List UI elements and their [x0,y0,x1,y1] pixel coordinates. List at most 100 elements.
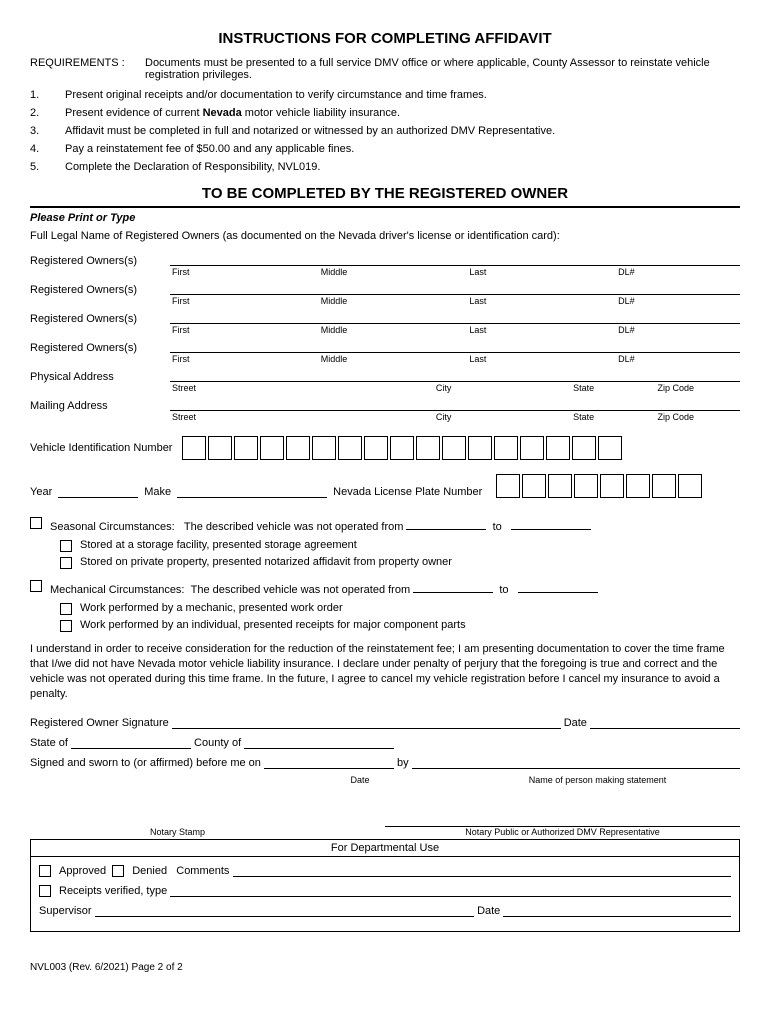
step-text: Affidavit must be completed in full and … [65,125,555,137]
city-input[interactable] [434,395,571,411]
section-title: TO BE COMPLETED BY THE REGISTERED OWNER [30,185,740,208]
seasonal-sub1-checkbox[interactable] [60,540,72,552]
plate-box[interactable] [678,474,702,498]
owner-row: Registered Owners(s) First Middle Last D… [30,279,740,306]
first-label: First [170,353,319,364]
state-label: State [571,411,655,422]
state-input[interactable] [571,395,655,411]
seasonal-title: Seasonal Circumstances: [50,521,175,533]
approved-checkbox[interactable] [39,865,51,877]
middle-input[interactable] [319,337,468,353]
receipts-checkbox[interactable] [39,885,51,897]
seasonal-to-input[interactable] [511,516,591,530]
sig-date-input[interactable] [590,715,740,729]
dl-input[interactable] [616,337,740,353]
vin-box[interactable] [598,436,622,460]
vin-box[interactable] [390,436,414,460]
middle-input[interactable] [319,250,468,266]
plate-box[interactable] [522,474,546,498]
owner-label: Registered Owners(s) [30,255,170,277]
dl-label: DL# [616,295,740,306]
county-of-input[interactable] [244,735,394,749]
vin-box[interactable] [182,436,206,460]
vin-box[interactable] [260,436,284,460]
owner-row: Registered Owners(s) First Middle Last D… [30,250,740,277]
mechanical-from-input[interactable] [413,579,493,593]
plate-box[interactable] [496,474,520,498]
vin-box[interactable] [416,436,440,460]
first-input[interactable] [170,250,319,266]
vin-box[interactable] [234,436,258,460]
by-label: by [397,757,409,769]
last-input[interactable] [467,250,616,266]
requirements-text: Documents must be presented to a full se… [145,57,740,81]
year-input[interactable] [58,484,138,498]
street-input[interactable] [170,366,434,382]
vin-box[interactable] [208,436,232,460]
receipts-input[interactable] [170,883,731,897]
first-input[interactable] [170,337,319,353]
zip-input[interactable] [656,366,740,382]
comments-input[interactable] [233,863,732,877]
footer-left: NVL003 (Rev. 6/2021) [30,962,129,973]
vin-box[interactable] [286,436,310,460]
notary-sig-input[interactable] [385,813,740,827]
seasonal-sub2-checkbox[interactable] [60,557,72,569]
middle-label: Middle [319,266,468,277]
mechanical-sub1-checkbox[interactable] [60,603,72,615]
mechanical-desc: The described vehicle was not operated f… [191,584,411,596]
vin-box[interactable] [546,436,570,460]
sworn-date-input[interactable] [264,755,394,769]
dl-input[interactable] [616,250,740,266]
first-input[interactable] [170,308,319,324]
vin-box[interactable] [494,436,518,460]
vin-box[interactable] [364,436,388,460]
vin-box[interactable] [572,436,596,460]
plate-box[interactable] [652,474,676,498]
plate-box[interactable] [548,474,572,498]
last-input[interactable] [467,279,616,295]
seasonal-block: Seasonal Circumstances: The described ve… [30,516,740,569]
make-input[interactable] [177,484,327,498]
supervisor-input[interactable] [95,903,474,917]
sworn-name-input[interactable] [412,755,740,769]
seasonal-sub1-text: Stored at a storage facility, presented … [80,539,357,551]
last-label: Last [467,324,616,335]
seasonal-checkbox[interactable] [30,517,42,529]
zip-input[interactable] [656,395,740,411]
city-label: City [434,382,571,393]
vin-box[interactable] [468,436,492,460]
vin-box[interactable] [338,436,362,460]
street-label: Street [170,411,434,422]
vin-box[interactable] [442,436,466,460]
street-input[interactable] [170,395,434,411]
state-of-label: State of [30,737,68,749]
plate-box[interactable] [626,474,650,498]
plate-box[interactable] [600,474,624,498]
state-of-input[interactable] [71,735,191,749]
middle-input[interactable] [319,279,468,295]
state-input[interactable] [571,366,655,382]
dl-input[interactable] [616,308,740,324]
last-input[interactable] [467,337,616,353]
city-input[interactable] [434,366,571,382]
vin-box[interactable] [520,436,544,460]
denied-checkbox[interactable] [112,865,124,877]
mechanical-sub1-text: Work performed by a mechanic, presented … [80,602,343,614]
footer-center: Page 2 of 2 [132,962,183,973]
owner-sig-input[interactable] [172,715,561,729]
seasonal-from-input[interactable] [406,516,486,530]
mechanical-checkbox[interactable] [30,580,42,592]
year-make-plate-row: Year Make Nevada License Plate Number [30,474,740,498]
middle-input[interactable] [319,308,468,324]
mechanical-sub2-checkbox[interactable] [60,620,72,632]
step-number: 1. [30,89,65,101]
dl-input[interactable] [616,279,740,295]
vin-box[interactable] [312,436,336,460]
plate-box[interactable] [574,474,598,498]
first-input[interactable] [170,279,319,295]
dept-date-input[interactable] [503,903,731,917]
mechanical-to-input[interactable] [518,579,598,593]
last-input[interactable] [467,308,616,324]
owner-label: Registered Owners(s) [30,313,170,335]
